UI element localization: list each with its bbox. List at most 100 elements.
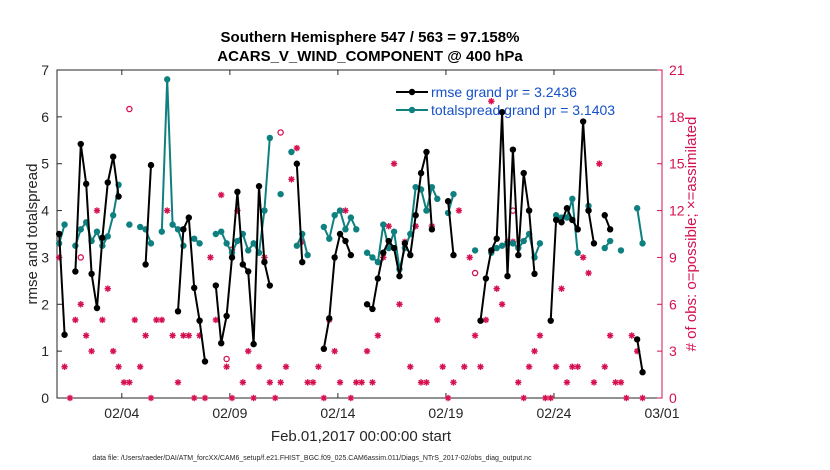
spread-point	[136, 223, 144, 231]
rmse-line-segment	[177, 216, 206, 362]
y-left-tick-label: 2	[41, 296, 49, 312]
obs-assimilated-marker	[266, 379, 274, 386]
spread-point	[288, 148, 295, 156]
spread-point	[212, 230, 220, 238]
obs-assimilated-marker	[639, 394, 646, 402]
obs-assimilated-marker	[471, 332, 479, 339]
rmse-point	[531, 270, 538, 278]
spread-point	[428, 183, 436, 191]
rmse-point	[482, 275, 490, 282]
rmse-point	[320, 345, 328, 352]
obs-assimilated-marker	[536, 332, 544, 339]
legend: rmse grand pr = 3.2436 totalspread grand…	[396, 84, 615, 118]
rmse-point	[72, 268, 79, 275]
spread-point	[574, 249, 581, 256]
obs-assimilated-marker	[115, 363, 122, 370]
obs-assimilated-marker	[601, 363, 608, 370]
rmse-point	[574, 226, 581, 233]
y-right-tick-label: 3	[669, 343, 677, 359]
obs-assimilated-marker	[434, 316, 441, 324]
obs-possible-marker	[223, 355, 230, 363]
y-left-tick-label: 1	[41, 343, 49, 359]
spread-point	[363, 249, 371, 256]
rmse-point	[104, 179, 111, 186]
spread-point	[633, 205, 641, 212]
rmse-point	[255, 183, 263, 190]
rmse-point	[88, 270, 95, 278]
obs-assimilated-marker	[547, 394, 554, 402]
obs-assimilated-marker	[423, 379, 430, 386]
legend-rmse-label: rmse grand pr = 3.2436	[431, 84, 577, 100]
obs-assimilated-marker	[347, 394, 355, 402]
spread-point	[347, 214, 355, 221]
x-tick-label: 02/04	[104, 405, 139, 421]
obs-assimilated-marker	[93, 207, 101, 214]
obs-assimilated-marker	[612, 379, 619, 386]
rmse-point	[191, 284, 198, 292]
y-right-tick-label: 12	[669, 203, 685, 219]
y-left-tick-label: 0	[41, 390, 49, 406]
obs-assimilated-marker	[331, 347, 338, 355]
x-tick-label: 02/19	[428, 405, 463, 421]
spread-point	[407, 230, 414, 238]
rmse-point	[185, 214, 193, 221]
rmse-point	[639, 369, 646, 376]
obs-assimilated-marker	[180, 332, 187, 339]
legend-spread-label: totalspread grand pr = 3.1403	[431, 102, 615, 118]
rmse-point	[417, 169, 425, 177]
spread-point	[126, 221, 133, 228]
obs-assimilated-marker	[585, 269, 592, 277]
obs-assimilated-marker	[239, 379, 247, 386]
obs-assimilated-marker	[131, 316, 138, 324]
rmse-point	[61, 331, 68, 338]
rmse-point	[212, 282, 220, 289]
y-left-tick-label: 4	[41, 203, 49, 219]
obs-assimilated-marker	[569, 363, 576, 370]
obs-possible-marker	[471, 269, 479, 277]
rmse-point	[234, 188, 241, 196]
obs-assimilated-marker	[288, 176, 295, 183]
rmse-point	[55, 230, 63, 238]
y-left-tick-label: 7	[41, 62, 49, 78]
chart-title-line2: ACARS_V_WIND_COMPONENT @ 400 hPa	[217, 48, 523, 65]
spread-point	[61, 221, 68, 228]
spread-point	[536, 240, 544, 247]
obs-assimilated-marker	[515, 379, 522, 386]
rmse-line-segment	[447, 201, 455, 256]
spread-point	[552, 212, 560, 219]
rmse-point	[385, 237, 392, 245]
rmse-point	[250, 340, 257, 348]
obs-assimilated-marker	[158, 316, 165, 324]
obs-assimilated-marker	[174, 379, 182, 386]
rmse-point	[180, 226, 187, 233]
obs-assimilated-marker	[606, 332, 614, 339]
obs-assimilated-marker	[72, 316, 79, 324]
obs-assimilated-marker	[563, 379, 571, 386]
rmse-point	[77, 140, 84, 148]
obs-assimilated-marker	[218, 191, 225, 199]
obs-assimilated-marker	[304, 379, 311, 386]
obs-count-markers	[55, 98, 646, 402]
y-right-tick-label: 9	[669, 249, 677, 265]
plot-area	[56, 69, 663, 399]
rmse-point	[477, 317, 484, 324]
spread-point	[293, 242, 301, 249]
spread-point	[520, 237, 527, 245]
obs-assimilated-marker	[477, 363, 484, 370]
rmse-point	[261, 258, 268, 266]
obs-assimilated-marker	[590, 379, 598, 386]
obs-assimilated-marker	[493, 285, 500, 292]
spread-point	[412, 183, 419, 191]
spread-point	[563, 214, 571, 221]
rmse-point	[509, 146, 517, 153]
y-right-tick-label: 6	[669, 296, 677, 312]
rmse-point	[223, 312, 230, 320]
rmse-point	[520, 169, 527, 177]
obs-assimilated-marker	[520, 394, 527, 402]
spread-point	[450, 190, 457, 198]
rmse-point	[552, 216, 560, 224]
spread-point	[77, 226, 84, 233]
obs-assimilated-marker	[596, 160, 603, 167]
obs-assimilated-marker	[120, 379, 128, 386]
rmse-point	[228, 254, 236, 261]
